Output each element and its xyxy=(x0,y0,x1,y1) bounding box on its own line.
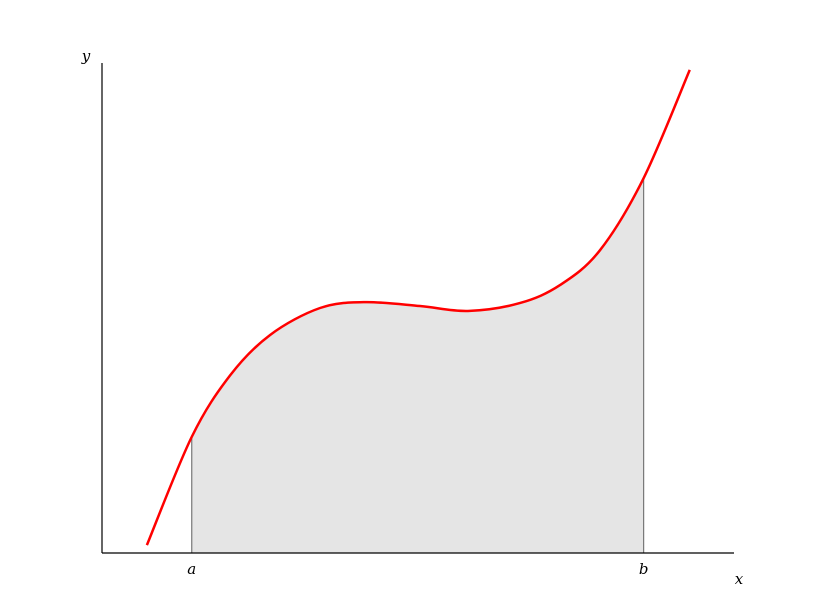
x-tick-label: a xyxy=(187,560,196,578)
x-axis-label: x xyxy=(735,570,744,588)
curve xyxy=(145,69,691,546)
integral-area xyxy=(191,178,644,553)
y-axis-label: y xyxy=(81,47,91,65)
x-tick-label: b xyxy=(639,560,649,578)
